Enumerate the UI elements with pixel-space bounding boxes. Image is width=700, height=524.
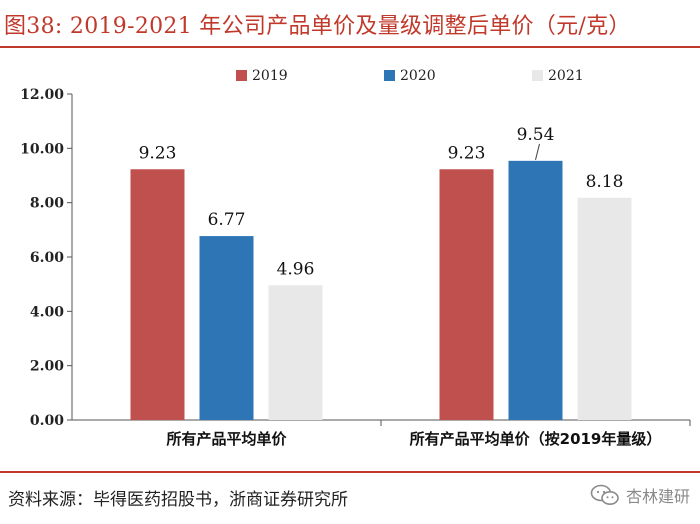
bar-2020 [508,160,563,420]
chart-legend: 2019 2020 2021 [236,68,584,84]
chart-data-labels: 9.23 6.77 4.96 9.23 9.54 8.18 [139,125,624,279]
legend-label: 2021 [548,68,584,84]
figure-header: 图38: 2019-2021 年公司产品单价及量级调整后单价（元/克） [0,0,700,48]
y-tick-label: 4.00 [30,304,64,320]
figure-title: 图38: 2019-2021 年公司产品单价及量级调整后单价（元/克） [4,14,631,39]
bar-2019 [439,169,494,420]
y-tick-label: 0.00 [30,413,64,429]
data-label-leader [535,143,540,160]
footer-divider [0,471,700,473]
bar-chart: 2019 2020 2021 0.00 2.00 4.00 6.00 8.00 10.00 12… [20,68,691,448]
bar-2021 [577,197,632,420]
wechat-icon [590,484,619,505]
data-label: 8.18 [586,172,624,192]
bar-2020 [199,236,254,420]
legend-swatch-2019 [236,70,247,81]
data-label: 9.23 [448,143,486,163]
y-tick-label: 8.00 [30,196,64,212]
header-divider [0,46,700,48]
data-label: 9.23 [139,143,177,163]
bar-2019 [130,169,185,420]
legend-label: 2020 [400,68,436,84]
source-note: 资料来源：毕得医药招股书，浙商证券研究所 [8,490,348,510]
watermark: 杏林建研 [590,481,690,509]
data-label: 4.96 [277,259,315,279]
legend-swatch-2020 [384,70,395,81]
y-tick-label: 6.00 [30,250,64,266]
watermark-text: 杏林建研 [625,487,690,506]
y-tick-label: 2.00 [30,359,64,375]
data-label: 6.77 [208,210,246,230]
x-category-label: 所有产品平均单价（按2019年量级） [410,430,662,448]
chart-bars [130,160,632,420]
legend-label: 2019 [252,68,288,84]
y-tick-label: 10.00 [20,141,64,157]
legend-swatch-2021 [532,70,543,81]
y-tick-label: 12.00 [20,87,64,103]
x-category-label: 所有产品平均单价 [166,430,287,448]
chart-category-labels: 所有产品平均单价 所有产品平均单价（按2019年量级） [166,430,661,448]
bar-2021 [268,285,323,420]
data-label: 9.54 [517,125,555,145]
